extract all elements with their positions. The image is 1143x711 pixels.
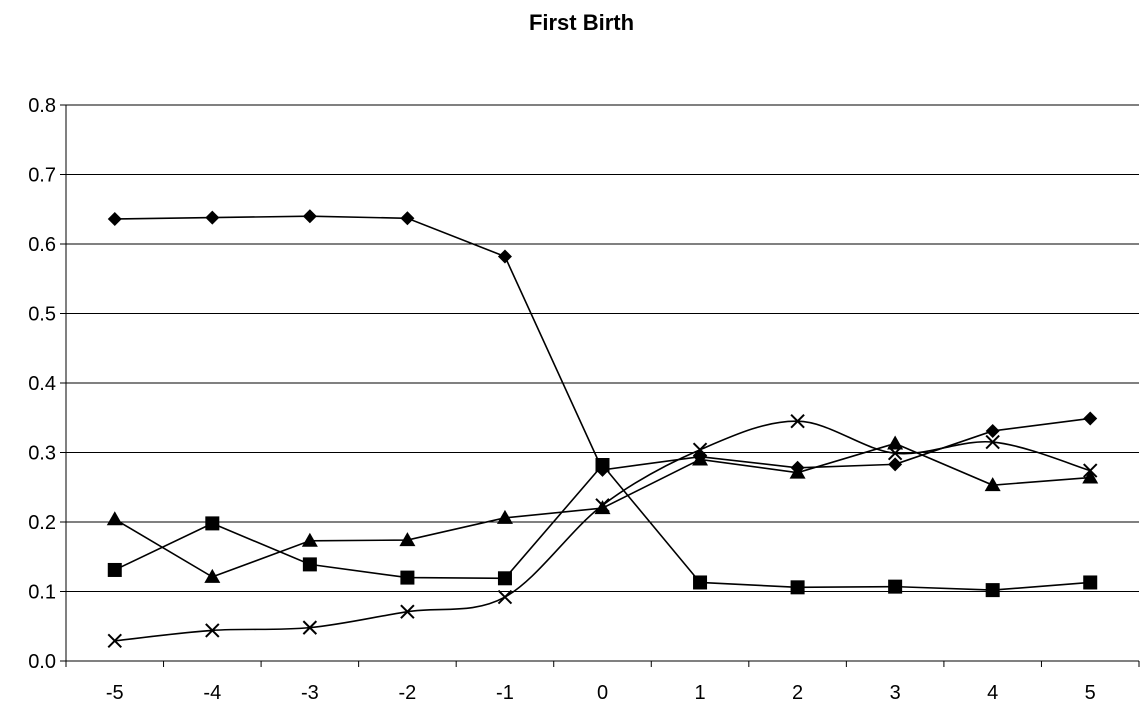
- x-marker-stroke: [302, 620, 318, 635]
- y-tick-label: 0.0: [28, 651, 56, 673]
- triangle-marker: [301, 532, 318, 547]
- y-tick-label: 0.5: [28, 304, 56, 326]
- triangle-marker: [106, 511, 123, 526]
- x-marker: [302, 620, 318, 635]
- x-marker-stroke: [985, 434, 1000, 450]
- square-marker: [205, 516, 220, 531]
- x-tick-label: -4: [203, 682, 221, 704]
- diamond-marker: [107, 211, 122, 226]
- triangle-marker: [887, 435, 904, 450]
- diamond-marker: [985, 423, 1000, 438]
- x-tick-label: -3: [301, 682, 319, 704]
- tick-labels: 0.0 0.1 0.2 0.3 0.4 0.5 0.6 0.7 0.8 -5 -4 -3 -2 -1 0 1 2…: [28, 95, 1096, 704]
- y-tick-label: 0.6: [28, 234, 56, 256]
- x-marker-stroke: [692, 442, 708, 457]
- triangle-marker: [692, 451, 709, 466]
- y-tick-label: 0.8: [28, 95, 56, 117]
- x-marker-stroke: [205, 623, 220, 638]
- triangle-marker: [204, 568, 221, 583]
- x-marker: [1083, 463, 1098, 478]
- series-line-x: [114, 420, 1091, 642]
- x-tick-label: 0: [597, 682, 608, 704]
- diamond-marker: [888, 457, 903, 472]
- diamond-marker: [497, 249, 512, 264]
- x-marker: [205, 623, 220, 638]
- square-marker: [497, 571, 512, 586]
- x-marker-stroke: [497, 589, 513, 605]
- triangle-marker: [399, 532, 416, 547]
- x-marker-stroke: [400, 604, 415, 619]
- square-marker: [888, 579, 903, 594]
- x-tick-label: 3: [890, 682, 901, 704]
- x-tick-label: 5: [1085, 682, 1096, 704]
- x-tick-label: -2: [399, 682, 417, 704]
- x-tick-label: -5: [106, 682, 124, 704]
- triangle-marker: [496, 509, 513, 524]
- square-marker: [790, 580, 805, 595]
- y-tick-label: 0.7: [28, 165, 56, 187]
- series-line-diamond: [114, 215, 1091, 471]
- series-line-square: [114, 463, 1091, 591]
- x-marker-stroke: [107, 633, 122, 649]
- triangle-marker: [1082, 469, 1099, 484]
- x-marker: [790, 414, 805, 429]
- diamond-marker: [302, 209, 317, 224]
- y-tick-label: 0.3: [28, 443, 56, 465]
- y-tick-label: 0.2: [28, 512, 56, 534]
- triangle-marker: [789, 464, 806, 479]
- diamond-marker: [400, 211, 415, 226]
- data-markers: [106, 209, 1099, 649]
- square-marker: [107, 562, 122, 577]
- x-marker-stroke: [790, 414, 805, 429]
- square-marker: [400, 570, 415, 585]
- axes: [60, 104, 1140, 667]
- x-marker: [595, 498, 610, 513]
- square-marker: [1083, 575, 1098, 590]
- x-marker: [107, 633, 122, 649]
- x-tick-label: 4: [987, 682, 998, 704]
- x-marker-stroke: [887, 445, 903, 461]
- series-lines: [114, 215, 1091, 642]
- x-tick-label: 2: [792, 682, 803, 704]
- square-marker: [693, 575, 708, 590]
- triangle-marker: [984, 477, 1001, 492]
- chart-title: First Birth: [528, 10, 635, 35]
- square-marker: [302, 557, 317, 572]
- gridlines: [66, 104, 1139, 592]
- x-marker: [692, 442, 708, 457]
- square-marker: [985, 583, 1000, 598]
- x-marker-stroke: [1083, 463, 1098, 478]
- y-tick-label: 0.1: [28, 582, 56, 604]
- diamond-marker: [1083, 411, 1098, 426]
- x-marker: [497, 589, 513, 605]
- x-marker: [985, 434, 1000, 450]
- square-marker: [595, 458, 610, 473]
- x-tick-label: 1: [694, 682, 705, 704]
- x-marker: [400, 604, 415, 619]
- y-tick-label: 0.4: [28, 373, 56, 395]
- x-marker: [887, 445, 903, 461]
- x-marker-stroke: [595, 498, 610, 513]
- x-tick-label: -1: [496, 682, 514, 704]
- diamond-marker: [205, 210, 220, 225]
